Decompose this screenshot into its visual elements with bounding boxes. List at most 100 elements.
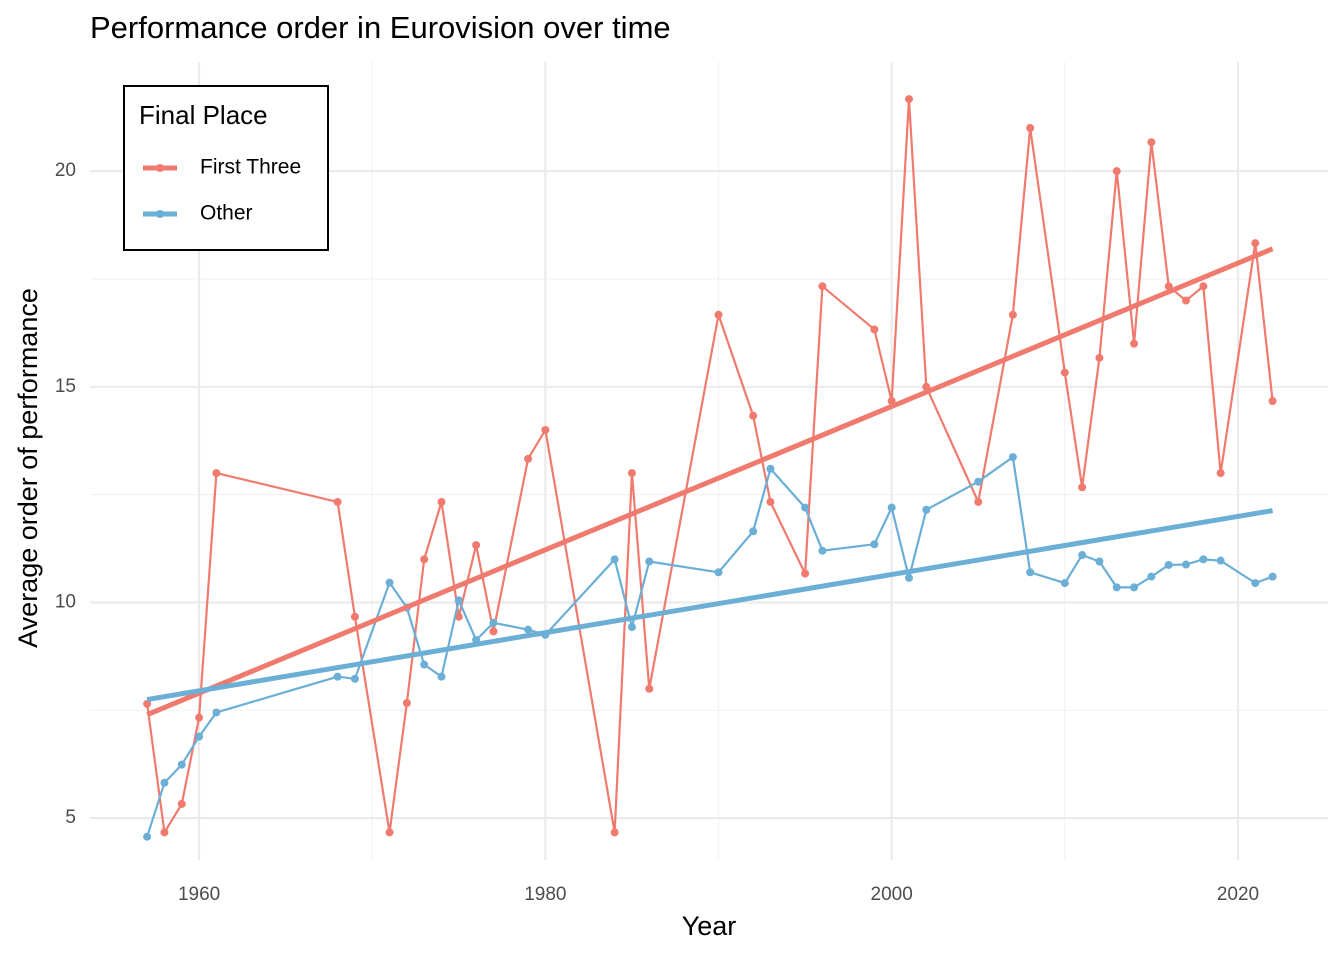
point	[627, 623, 636, 632]
point	[333, 672, 342, 681]
point	[749, 411, 758, 420]
point	[974, 477, 983, 486]
x-tick-label: 2000	[871, 884, 913, 905]
point	[1060, 579, 1069, 588]
point	[870, 540, 879, 549]
point	[160, 828, 169, 837]
point	[454, 612, 463, 621]
point	[818, 282, 827, 291]
point	[195, 732, 204, 741]
point	[1268, 572, 1277, 581]
point	[1078, 483, 1087, 492]
point	[1130, 583, 1139, 592]
point	[1251, 239, 1260, 248]
y-tick-label: 10	[55, 591, 76, 612]
legend-title: Final Place	[139, 100, 268, 130]
point	[350, 612, 359, 621]
point	[1199, 282, 1208, 291]
point	[749, 527, 758, 536]
point	[1078, 551, 1087, 560]
point	[350, 674, 359, 683]
point	[645, 684, 654, 693]
point	[904, 573, 913, 582]
point	[541, 425, 550, 434]
trend-line	[146, 246, 1274, 717]
point	[1147, 138, 1156, 147]
point	[437, 672, 446, 681]
point	[1216, 556, 1225, 565]
point	[489, 627, 498, 636]
y-axis-title: Average order of performance	[13, 288, 43, 648]
trend-line	[146, 508, 1274, 703]
point	[195, 713, 204, 722]
point	[437, 497, 446, 506]
legend: Final Place First Three Other	[123, 85, 329, 251]
point	[1199, 555, 1208, 564]
point	[212, 708, 221, 717]
point	[489, 618, 498, 627]
point	[922, 505, 931, 514]
point	[801, 569, 810, 578]
point	[402, 698, 411, 707]
point	[714, 568, 723, 577]
point	[1147, 572, 1156, 581]
point	[714, 310, 723, 319]
point	[333, 497, 342, 506]
y-tick-label: 15	[55, 376, 76, 397]
point	[1095, 353, 1104, 362]
point	[1216, 469, 1225, 478]
point	[212, 469, 221, 478]
point	[610, 555, 619, 564]
point	[420, 555, 429, 564]
point	[1026, 568, 1035, 577]
point	[1008, 310, 1017, 319]
point	[385, 828, 394, 837]
point	[524, 454, 533, 463]
legend-label: First Three	[200, 156, 301, 179]
point	[627, 469, 636, 478]
point	[1060, 368, 1069, 377]
chart-title: Performance order in Eurovision over tim…	[90, 10, 671, 45]
x-tick-label: 1960	[178, 884, 220, 905]
point	[645, 557, 654, 566]
x-axis-title: Year	[682, 911, 737, 941]
point	[766, 464, 775, 473]
point	[1095, 557, 1104, 566]
point	[177, 760, 186, 769]
legend-key-point	[156, 210, 164, 218]
x-tick-label: 1980	[524, 884, 566, 905]
point	[1182, 560, 1191, 569]
point	[1251, 579, 1260, 588]
y-tick-label: 20	[55, 160, 76, 181]
point	[420, 660, 429, 669]
x-tick-label: 2020	[1217, 884, 1259, 905]
point	[766, 497, 775, 506]
point	[1008, 453, 1017, 462]
point	[1112, 583, 1121, 592]
point	[385, 578, 394, 587]
point	[887, 503, 896, 512]
legend-label: Other	[200, 202, 253, 225]
point	[1130, 339, 1139, 348]
point	[1182, 296, 1191, 305]
point	[610, 828, 619, 837]
point	[472, 541, 481, 550]
point	[177, 799, 186, 808]
point	[1026, 123, 1035, 132]
point	[143, 699, 152, 708]
point	[160, 778, 169, 787]
point	[1112, 167, 1121, 176]
point	[974, 497, 983, 506]
point	[1164, 560, 1173, 569]
point	[524, 625, 533, 634]
point	[870, 325, 879, 334]
y-tick-label: 5	[65, 807, 76, 828]
point	[801, 503, 810, 512]
point	[818, 546, 827, 555]
point	[143, 832, 152, 841]
legend-key-point	[156, 164, 164, 172]
point	[904, 95, 913, 104]
point	[1268, 397, 1277, 406]
point	[454, 596, 463, 605]
